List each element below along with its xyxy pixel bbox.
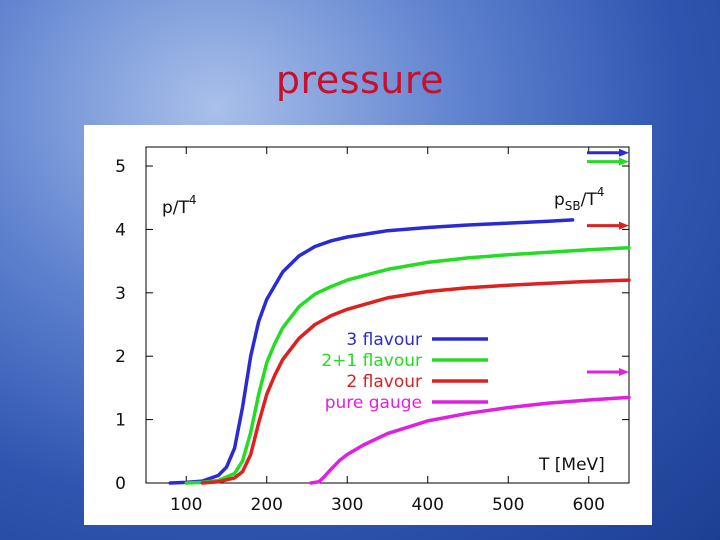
x-tick-label: 500 [492,495,524,515]
x-tick-label: 400 [412,495,444,515]
series-line-1 [184,246,631,485]
series-line-2 [200,278,631,485]
legend-label-3: pure gauge [325,393,422,413]
slide-title: pressure [275,58,445,102]
series-line-3 [309,395,631,485]
y-tick-label: 0 [115,474,126,494]
curves [168,218,631,485]
plot-frame [145,146,630,484]
sb-arrow-head-2 [619,221,629,230]
x-tick-label: 200 [251,495,283,515]
legend-label-1: 2+1 flavour [321,351,422,371]
y-tick-label: 1 [115,411,126,431]
y-tick-label: 4 [115,220,126,240]
pressure-chart: 0 1 2 3 4 5 100 200 300 400 500 600 p/T4 pSB/T4 T [… [115,146,631,515]
y-tick-label: 3 [115,284,126,304]
sb-arrow-head-0 [619,148,629,157]
y-axis-label: p/T4 [162,193,197,218]
legend-label-0: 3 flavour [346,330,422,350]
x-axis-label: T [MeV] [538,455,605,475]
sb-arrow-head-1 [619,157,629,166]
y-tick-label: 2 [115,347,126,367]
x-tick-label: 600 [573,495,605,515]
y-tick-label: 5 [115,157,126,177]
legend-label-2: 2 flavour [346,372,422,392]
x-tick-label: 300 [331,495,363,515]
series-line-0 [168,218,575,485]
labels: p/T4 pSB/T4 T [MeV] [162,185,605,475]
sb-limit-arrows [587,148,629,377]
chart-panel: 0 1 2 3 4 5 100 200 300 400 500 600 p/T4 pSB/T4 T [… [84,125,652,525]
sb-arrow-head-3 [619,368,629,377]
sb-limit-label: pSB/T4 [554,185,604,213]
axes: 0 1 2 3 4 5 100 200 300 400 500 600 [115,146,630,515]
x-tick-label: 100 [170,495,202,515]
